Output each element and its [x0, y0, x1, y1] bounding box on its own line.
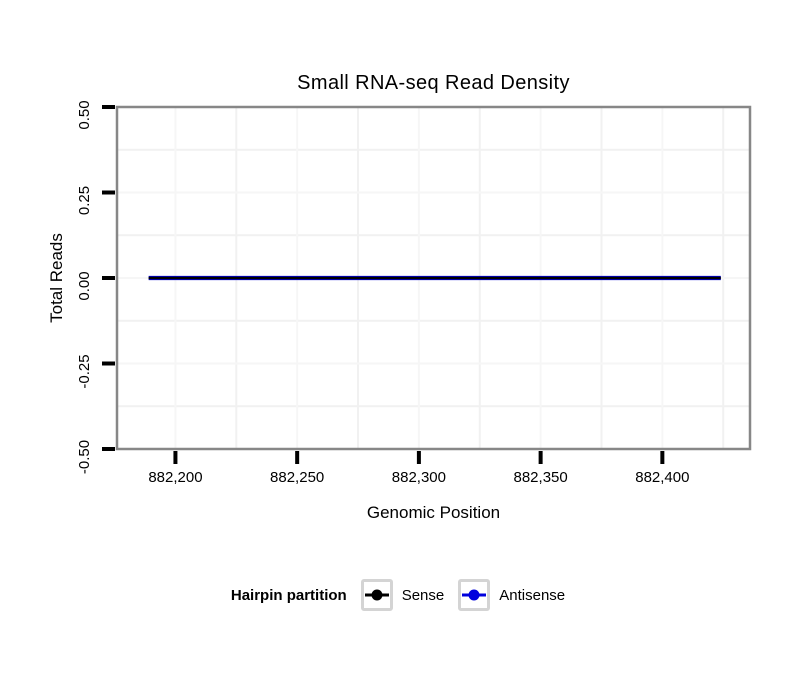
sense-point-glyph — [371, 589, 383, 601]
legend-label-sense: Sense — [401, 586, 445, 604]
x-tick-label: 882,300 — [392, 469, 446, 486]
x-axis-title: Genomic Position — [366, 503, 501, 522]
x-tick-label: 882,350 — [514, 469, 568, 486]
y-tick-label: -0.25 — [76, 354, 93, 388]
chart-title: Small RNA-seq Read Density — [297, 72, 570, 94]
legend-label-antisense: Antisense — [499, 586, 566, 604]
x-tick-label: 882,400 — [635, 469, 689, 486]
y-tick-label: 0.50 — [76, 100, 93, 129]
legend-entry-sense: Sense — [360, 579, 445, 611]
antisense-point-glyph — [468, 589, 480, 601]
x-tick-label: 882,200 — [148, 469, 202, 486]
y-tick-label: 0.00 — [76, 271, 93, 300]
y-axis-title: Total Reads — [47, 233, 66, 323]
legend-entry-antisense: Antisense — [458, 579, 565, 611]
legend: Hairpin partition Sense Antisense — [0, 577, 810, 613]
y-tick-label: 0.25 — [76, 186, 93, 215]
legend-title: Hairpin partition — [230, 586, 347, 604]
x-tick-label: 882,250 — [270, 469, 324, 486]
legend-key-antisense — [458, 579, 491, 611]
panel-border — [115, 105, 752, 451]
legend-key-sense — [360, 579, 393, 611]
y-tick-label: -0.50 — [76, 440, 93, 474]
